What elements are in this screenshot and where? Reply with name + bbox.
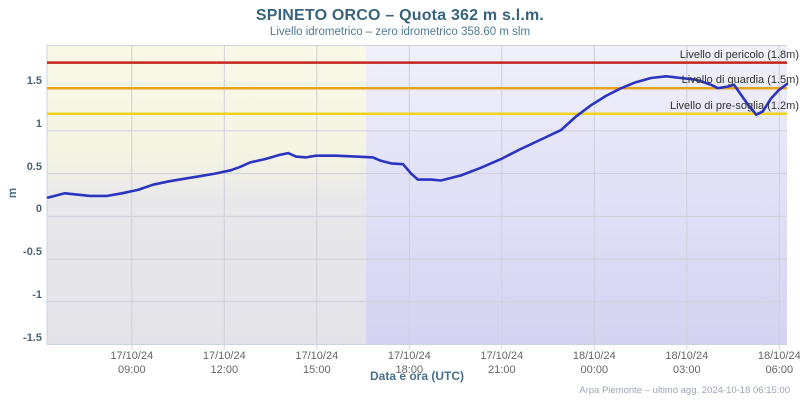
x-tick-label: 17/10/24 15:00: [295, 350, 339, 376]
x-tick-label: 18/10/24 03:00: [665, 350, 709, 376]
y-tick-label: -1: [32, 288, 42, 301]
x-tick-label: 18/10/24 06:00: [757, 350, 800, 376]
x-tick-label: 18/10/24 00:00: [572, 350, 616, 376]
chart-title: SPINETO ORCO – Quota 362 m s.l.m.: [255, 7, 545, 24]
x-tick-label: 17/10/24 21:00: [480, 350, 524, 376]
y-tick-label: 1: [35, 117, 42, 130]
footer-credits: Arpa Piemonte – ultimo agg. 2024-10-18 0…: [579, 385, 790, 396]
y-tick-label: 0: [35, 203, 42, 216]
x-tick-label: 17/10/24 18:00: [387, 350, 431, 376]
x-tick-label: 17/10/24 09:00: [110, 350, 154, 376]
x-tick-label: 17/10/24 12:00: [202, 350, 246, 376]
y-tick-label: -0.5: [23, 246, 42, 259]
threshold-label-guardia: Livello di guardia (1.5m): [681, 74, 799, 87]
y-tick-label: -1.5: [23, 331, 42, 344]
y-tick-label: 1.5: [26, 75, 42, 88]
threshold-label-pre-soglia: Livello di pre-soglia (1.2m): [670, 99, 799, 112]
night-band: [366, 45, 787, 345]
y-axis-title: m: [7, 187, 19, 199]
y-tick-label: 0.5: [26, 160, 42, 173]
x-axis-title: Data e ora (UTC): [369, 369, 464, 383]
series-line: [46, 75, 789, 199]
threshold-label-pericolo: Livello di pericolo (1.8m): [679, 48, 799, 61]
chart-subtitle: Livello idrometrico – zero idrometrico 3…: [269, 26, 531, 38]
